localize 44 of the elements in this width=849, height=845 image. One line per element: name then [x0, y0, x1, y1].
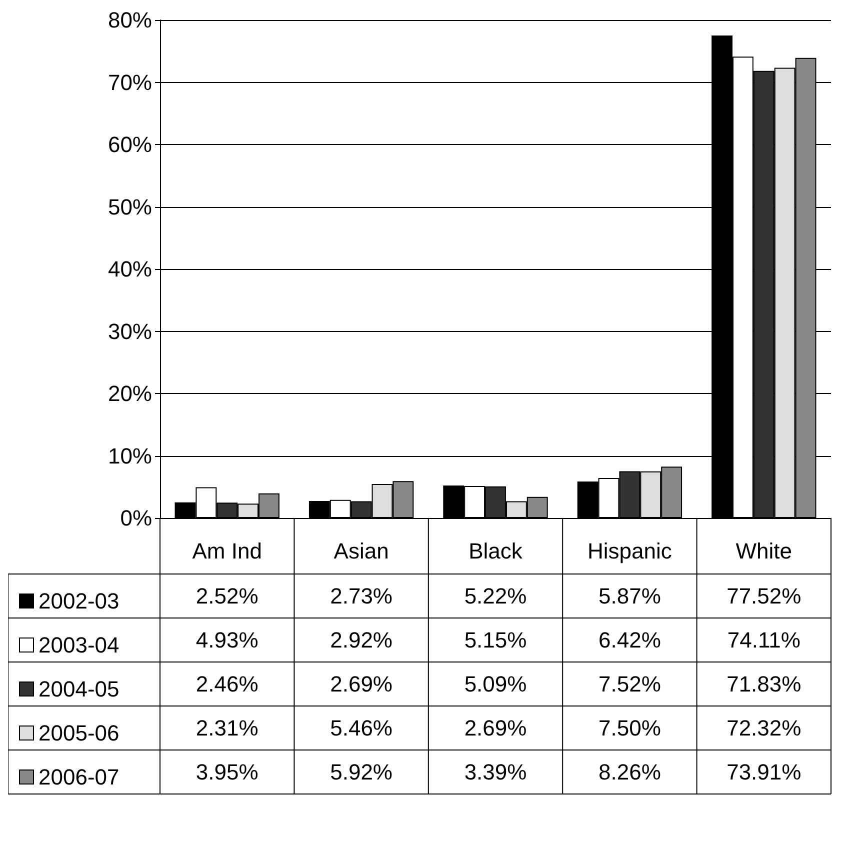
data-label: 74.11%: [727, 628, 800, 652]
data-label: 5.22%: [464, 584, 527, 608]
y-tick-label: 10%: [108, 443, 152, 468]
data-label: 8.26%: [598, 760, 661, 784]
y-tick-label: 80%: [108, 8, 152, 32]
data-label: 6.42%: [598, 628, 661, 652]
data-label: 2.69%: [464, 716, 527, 740]
y-tick-label: 20%: [108, 381, 152, 406]
legend-label: 2002-03: [38, 588, 120, 614]
data-label: 2.92%: [330, 628, 392, 652]
y-tick-label: 70%: [108, 70, 152, 95]
y-tick-label: 30%: [108, 318, 152, 344]
x-tick-label: White: [736, 538, 792, 564]
data-label: 3.95%: [196, 760, 258, 784]
data-label: 3.39%: [464, 760, 527, 784]
data-label: 71.83%: [726, 672, 802, 696]
x-tick-label: Hispanic: [588, 538, 672, 564]
legend-label: 2004-05: [38, 676, 120, 702]
data-label: 5.92%: [330, 760, 392, 784]
data-label: 5.15%: [464, 628, 527, 652]
data-label: 2.31%: [196, 716, 258, 740]
data-label: 5.09%: [464, 672, 527, 696]
legend-label: 2006-07: [38, 764, 120, 790]
data-label: 2.69%: [330, 672, 392, 696]
data-label: 7.52%: [598, 672, 661, 696]
y-tick-label: 0%: [120, 506, 152, 530]
data-label: 7.50%: [598, 716, 661, 740]
y-tick-label: 50%: [108, 194, 152, 220]
data-label: 4.93%: [196, 628, 258, 652]
data-label: 72.32%: [726, 716, 802, 740]
y-tick-label: 60%: [108, 132, 152, 157]
x-tick-label: Am Ind: [192, 538, 262, 564]
x-tick-label: Asian: [334, 538, 389, 564]
data-label: 73.91%: [726, 760, 802, 784]
y-tick-label: 40%: [108, 256, 152, 282]
data-label: 2.52%: [196, 584, 258, 608]
x-tick-label: Black: [468, 538, 524, 564]
data-label: 2.46%: [196, 672, 258, 696]
legend-label: 2005-06: [38, 720, 120, 746]
data-label: 5.87%: [598, 584, 661, 608]
data-label: 2.73%: [330, 584, 392, 608]
data-label: 5.46%: [330, 716, 392, 740]
data-label: 77.52%: [726, 584, 802, 608]
legend-label: 2003-04: [38, 632, 120, 658]
